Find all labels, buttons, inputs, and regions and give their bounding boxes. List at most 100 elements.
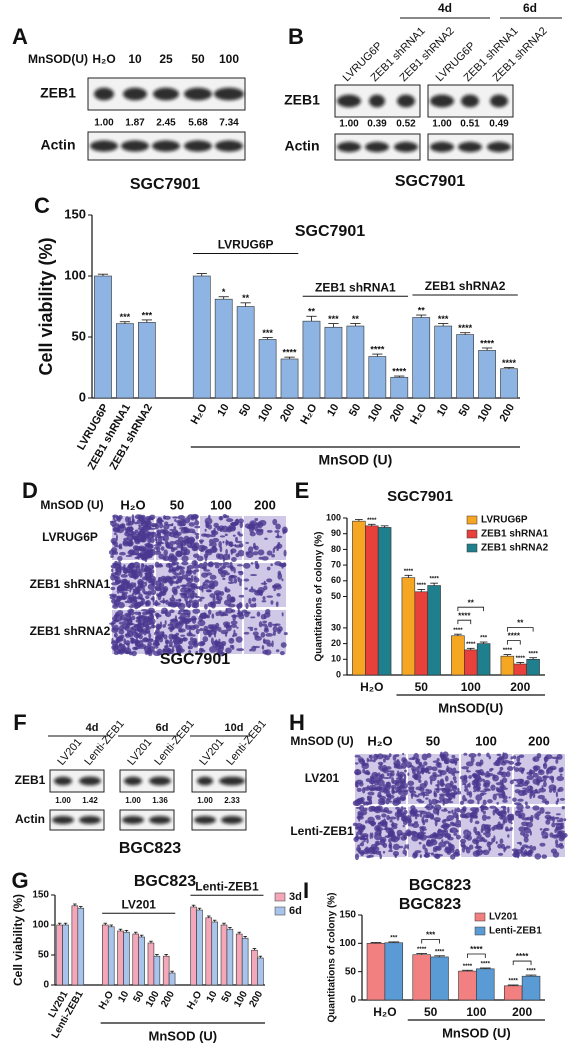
colony — [382, 758, 386, 763]
label: D — [22, 478, 38, 503]
colony — [190, 615, 197, 621]
significance: **** — [283, 348, 298, 358]
bar — [132, 933, 139, 986]
colony — [118, 642, 123, 648]
colony — [381, 754, 388, 758]
colony — [367, 791, 375, 796]
colony — [370, 776, 375, 780]
colony — [390, 836, 399, 843]
colony — [451, 754, 456, 759]
colony — [513, 765, 516, 769]
colony — [264, 649, 272, 656]
colony — [125, 632, 131, 638]
colony — [260, 631, 266, 638]
label: 100 — [475, 733, 497, 748]
colony — [520, 768, 524, 774]
colony — [250, 562, 254, 565]
colony — [209, 543, 212, 547]
colony — [127, 643, 130, 650]
legend-label: Lenti-ZEB1 — [489, 926, 542, 937]
colony — [462, 806, 467, 812]
colony — [459, 800, 465, 805]
colony — [158, 563, 163, 567]
label: ZEB1 — [40, 85, 76, 101]
group-label: Lenti-ZEB1 — [195, 879, 259, 893]
colony — [475, 845, 481, 849]
colony — [114, 576, 118, 583]
colony — [356, 781, 359, 788]
colony — [414, 850, 422, 854]
bar — [500, 368, 518, 399]
bar — [138, 322, 156, 399]
bar — [226, 928, 234, 986]
colony — [141, 638, 150, 643]
colony — [495, 781, 504, 786]
colony — [283, 549, 287, 557]
significance: ** — [517, 619, 524, 628]
x-tick-label: H₂O — [189, 402, 210, 427]
colony — [154, 522, 160, 530]
group-label: ZEB1 shRNA2 — [425, 279, 506, 293]
colony — [407, 823, 415, 827]
colony — [118, 629, 125, 635]
colony — [175, 579, 179, 585]
bar — [192, 275, 211, 399]
colony — [545, 819, 551, 825]
colony — [154, 641, 158, 646]
colony — [150, 531, 157, 538]
colony — [210, 637, 214, 645]
colony — [172, 516, 179, 519]
colony — [519, 841, 522, 846]
colony — [201, 566, 207, 570]
colony — [112, 645, 119, 650]
colony — [147, 552, 156, 556]
colony — [449, 843, 454, 850]
colony — [230, 577, 233, 582]
legend-swatch — [466, 543, 478, 553]
label: 200 — [254, 497, 276, 512]
colony — [126, 630, 130, 635]
label: 1.00 — [55, 796, 71, 805]
bar — [521, 975, 541, 1001]
colony — [273, 588, 276, 592]
colony — [174, 572, 182, 576]
bar — [251, 949, 258, 986]
significance: *** — [120, 312, 131, 322]
colony — [484, 774, 491, 778]
colony — [165, 562, 173, 568]
colony — [443, 840, 450, 845]
x-tick-label: 200 — [498, 402, 518, 424]
colony — [508, 796, 511, 799]
colony — [425, 803, 433, 811]
colony — [129, 582, 132, 588]
colony — [505, 771, 511, 778]
label: 50 — [191, 52, 205, 66]
colony — [501, 789, 505, 797]
bar — [427, 585, 441, 676]
significance: **** — [466, 642, 476, 648]
colony — [281, 612, 284, 617]
colony — [218, 644, 225, 650]
colony — [380, 773, 385, 779]
colony — [368, 759, 374, 762]
colony — [392, 850, 400, 857]
colony — [113, 634, 117, 637]
colony — [204, 603, 208, 610]
colony — [402, 759, 408, 764]
colony — [468, 753, 477, 758]
colony — [404, 769, 407, 773]
colony — [524, 801, 528, 806]
colony — [414, 853, 418, 858]
bar — [258, 339, 277, 399]
x-tick-label: 200 — [510, 680, 530, 694]
colony — [254, 590, 262, 596]
colony — [434, 853, 441, 860]
colony — [163, 515, 171, 520]
colony — [164, 521, 169, 526]
label: 4d — [438, 1, 452, 15]
label: ZEB1 — [284, 92, 320, 108]
bar — [324, 326, 343, 399]
colony — [137, 514, 144, 522]
colony — [276, 532, 279, 539]
colony — [551, 776, 555, 784]
